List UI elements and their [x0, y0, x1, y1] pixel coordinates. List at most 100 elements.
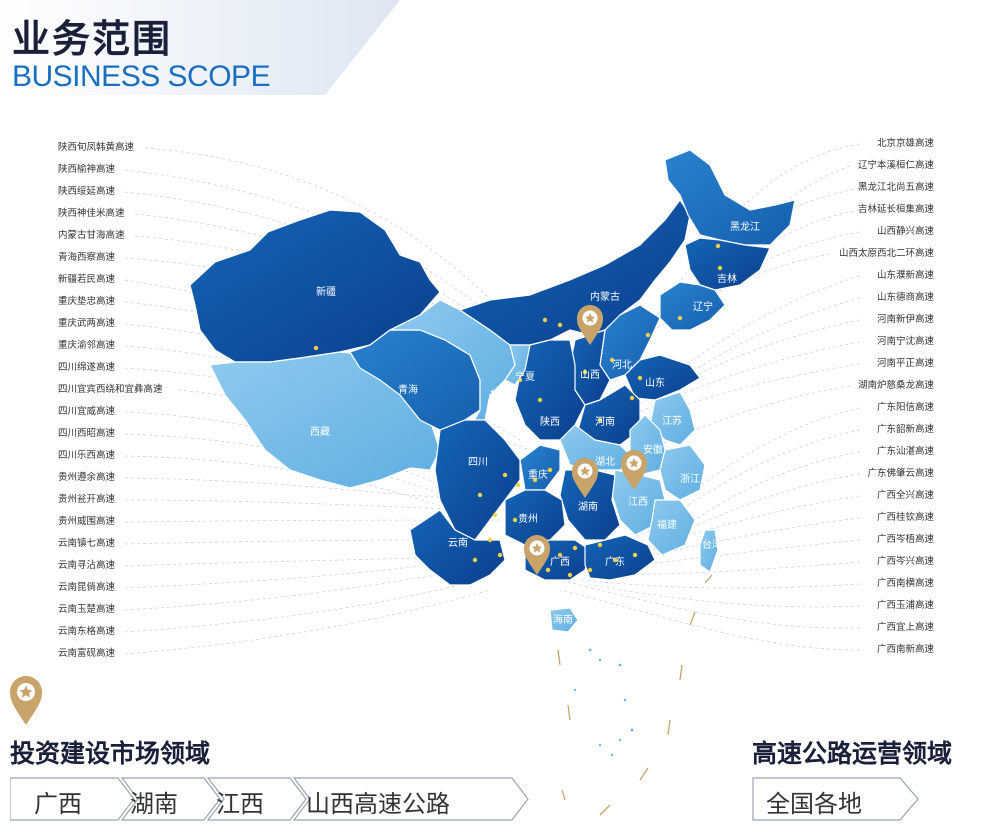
prov-label: 陕西 — [540, 415, 560, 428]
highway-label: 四川绵遂高速 — [58, 362, 116, 373]
province-zhejiang — [659, 444, 706, 501]
province-taiwan — [699, 529, 719, 573]
map-pin-star-icon — [524, 535, 550, 575]
prov-label: 山西 — [580, 369, 600, 381]
prov-label: 重庆 — [528, 468, 548, 481]
highway-label: 重庆武两高速 — [58, 318, 116, 329]
highway-label: 四川宜威高速 — [58, 406, 116, 417]
province-hunan — [559, 469, 621, 541]
highway-label: 四川乐西高速 — [58, 450, 116, 461]
highway-label: 内蒙古甘海高速 — [58, 230, 125, 241]
highway-label: 广西南新高速 — [876, 644, 934, 655]
province-heilongjiang — [664, 149, 796, 246]
prov-label: 海南 — [553, 613, 573, 626]
prov-label: 河南 — [595, 415, 615, 428]
highway-label: 广西岑兴高速 — [876, 556, 934, 567]
province-ningxia — [504, 344, 531, 386]
prov-label: 广东 — [605, 555, 625, 568]
prov-label: 甘肃 — [490, 388, 510, 401]
prov-label: 四川 — [468, 457, 488, 468]
prov-label: 云南 — [448, 536, 468, 549]
highway-label: 贵州威围高速 — [58, 516, 116, 527]
highway-label: 四川西昭高速 — [58, 428, 116, 439]
prov-label: 江苏 — [662, 414, 682, 427]
highway-label: 贵州瓮开高速 — [58, 494, 116, 505]
prov-label: 山东 — [645, 376, 665, 389]
map-pin-star-icon — [621, 450, 647, 490]
map-pin-star-icon — [10, 676, 42, 725]
page-title: 业务范围 — [12, 17, 173, 61]
highway-label: 广西岑梧高速 — [876, 534, 934, 545]
investment-item: 湖南 — [130, 790, 178, 818]
highway-label: 陕西榆神高速 — [58, 164, 116, 175]
highway-label: 重庆垫忠高速 — [58, 296, 116, 307]
highway-label: 云南玉楚高速 — [58, 604, 116, 615]
header-banner — [0, 0, 400, 95]
investment-title: 投资建设市场领域 — [10, 739, 211, 768]
highway-label: 云南昆倘高速 — [58, 582, 116, 593]
highway-label: 广西玉浦高速 — [876, 600, 934, 611]
highway-label: 山东德商高速 — [876, 292, 934, 303]
highway-label: 辽宁本溪桓仁高速 — [857, 160, 934, 171]
province-hainan — [549, 607, 579, 633]
islands — [573, 648, 634, 757]
prov-label: 新疆 — [316, 285, 336, 298]
province-chongqing — [519, 444, 561, 491]
page-subtitle: BUSINESS SCOPE — [12, 60, 271, 93]
south-sea-dashes — [557, 574, 713, 816]
prov-label: 安徽 — [643, 443, 663, 456]
province-xizang — [209, 351, 441, 489]
highway-label: 云南富砚高速 — [58, 648, 116, 659]
map-pin-star-icon — [577, 305, 603, 345]
highway-label: 云南东格高速 — [58, 626, 116, 637]
province-guizhou — [504, 489, 566, 546]
prov-label: 福建 — [657, 518, 677, 531]
map-pins — [524, 305, 647, 575]
highway-label: 广西南横高速 — [876, 578, 934, 589]
prov-label: 黑龙江 — [730, 220, 760, 233]
highway-label: 河南宁沈高速 — [876, 336, 934, 347]
prov-label: 广西 — [550, 556, 570, 568]
prov-label: 台湾 — [702, 538, 722, 551]
province-jilin — [684, 237, 771, 291]
highway-label: 广西宜上高速 — [876, 622, 934, 633]
province-liaoning — [659, 281, 726, 331]
highway-label: 黑龙江北尚五高速 — [857, 182, 934, 193]
highway-label: 陕西绥延高速 — [58, 186, 116, 197]
highway-label: 贵州遵余高速 — [58, 472, 116, 483]
prov-label: 湖南 — [578, 500, 598, 513]
province-guangdong — [584, 534, 656, 581]
highway-label: 广西全兴高速 — [876, 490, 934, 501]
operation-title: 高速公路运营领域 — [752, 739, 953, 768]
highway-label: 北京京雄高速 — [876, 138, 934, 149]
prov-label: 湖北 — [595, 456, 615, 468]
highway-label: 重庆渝邻高速 — [58, 340, 116, 351]
prov-label: 青海 — [398, 383, 418, 396]
prov-label: 河北 — [612, 359, 632, 371]
province-xinjiang — [189, 209, 441, 363]
highway-label: 吉林延长桓集高速 — [857, 204, 934, 215]
prov-label: 宁夏 — [515, 370, 535, 383]
highway-label: 广东阳信高速 — [876, 402, 934, 413]
operation-item: 全国各地 — [766, 790, 862, 818]
highway-label: 广东佛肇云高速 — [867, 468, 934, 479]
highway-label: 云南寻沾高速 — [58, 560, 116, 571]
province-labels: 新疆 西藏 青海 甘肃 宁夏 内蒙古 黑龙江 吉林 辽宁 河北 山西 山东 陕西… — [310, 220, 760, 626]
prov-label: 西藏 — [310, 426, 330, 438]
province-gansu — [389, 299, 516, 429]
highway-label: 山东濮新高速 — [876, 270, 934, 281]
map-pin-star-icon — [572, 458, 598, 498]
prov-label: 吉林 — [717, 272, 737, 285]
province-fujian — [647, 499, 696, 556]
operation-chevron — [752, 777, 919, 821]
highway-label: 湖南炉慈桑龙高速 — [857, 380, 934, 391]
prov-label: 内蒙古 — [590, 290, 620, 303]
highway-label: 四川宜宾西绕和宜彝高速 — [58, 384, 163, 395]
prov-label: 贵州 — [518, 512, 538, 525]
province-yunnan — [409, 509, 506, 586]
investment-item: 山西高速公路 — [306, 790, 450, 818]
highway-label: 河南平正高速 — [876, 358, 934, 369]
highway-label: 广东汕湛高速 — [876, 446, 934, 457]
highway-label: 陕西旬凤韩黄高速 — [58, 142, 135, 153]
